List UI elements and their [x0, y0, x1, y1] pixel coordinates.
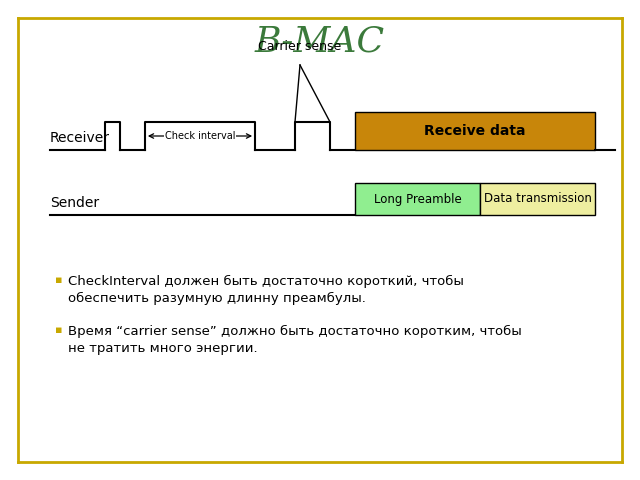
Bar — [355, 112, 595, 150]
Text: ▪: ▪ — [55, 275, 63, 285]
Text: обеспечить разумную длинну преамбулы.: обеспечить разумную длинну преамбулы. — [68, 292, 366, 305]
Text: ▪: ▪ — [55, 325, 63, 335]
Text: Long Preamble: Long Preamble — [374, 192, 461, 205]
Text: B-MAC: B-MAC — [255, 25, 385, 59]
Text: CheckInterval должен быть достаточно короткий, чтобы: CheckInterval должен быть достаточно кор… — [68, 275, 464, 288]
Text: Data transmission: Data transmission — [484, 192, 591, 205]
Text: Carrier sense: Carrier sense — [259, 40, 342, 53]
Text: Время “carrier sense” должно быть достаточно коротким, чтобы: Время “carrier sense” должно быть достат… — [68, 325, 522, 338]
Text: Check interval: Check interval — [164, 131, 236, 141]
Text: Receive data: Receive data — [424, 124, 525, 138]
Text: Sender: Sender — [50, 196, 99, 210]
Text: Receiver: Receiver — [50, 131, 110, 145]
Text: не тратить много энергии.: не тратить много энергии. — [68, 342, 258, 355]
Bar — [355, 183, 480, 215]
Bar — [480, 183, 595, 215]
